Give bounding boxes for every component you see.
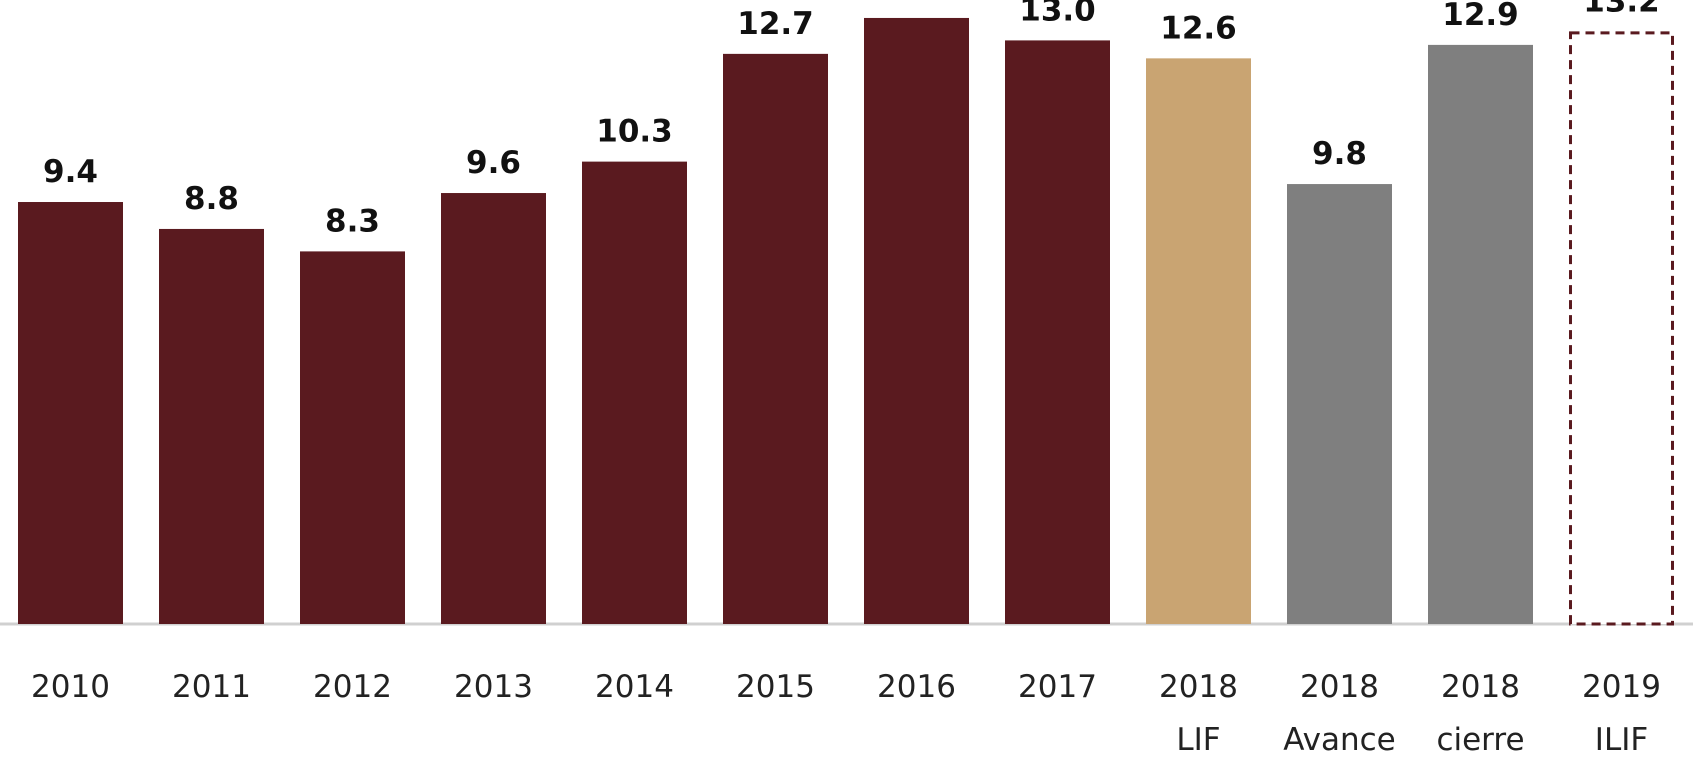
- x-tick-label-2015: 2015: [736, 669, 815, 705]
- value-labels-group: 9.4 8.8 8.3 9.6 10.3 12.7 13.5 13.0 12.6 9.8 12.9 1…: [43, 0, 1660, 239]
- bar-2015: [723, 53, 828, 625]
- value-label-2011: 8.8: [184, 181, 239, 217]
- bar-2019-ilif: [1569, 31, 1674, 626]
- x-tick-labels-group: 2010 2011 2012 2013 2014 2015 2016 2017 2018 LIF 2…: [31, 669, 1661, 758]
- value-label-2016: 13.5: [878, 0, 955, 6]
- x-tick-label-2012: 2012: [313, 669, 392, 705]
- bar-2018-lif: [1146, 58, 1251, 624]
- bar-2017: [1005, 40, 1110, 624]
- value-label-2018-avance: 9.8: [1312, 136, 1367, 172]
- bar-2012: [300, 251, 405, 624]
- x-tick-label-2018-lif: 2018: [1159, 669, 1238, 705]
- value-label-2018-cierre: 12.9: [1442, 0, 1519, 33]
- value-label-2019-ilif: 13.2: [1583, 0, 1660, 19]
- value-label-2015: 12.7: [737, 6, 814, 42]
- x-tick-label-2018-cierre-line2: cierre: [1436, 722, 1524, 758]
- x-tick-label-2019-ilif-line2: ILIF: [1595, 722, 1648, 758]
- bar-2018-avance: [1287, 184, 1392, 624]
- bar-2016: [864, 17, 969, 624]
- value-label-2017: 13.0: [1019, 0, 1096, 28]
- x-tick-label-2017: 2017: [1018, 669, 1097, 705]
- value-label-2012: 8.3: [325, 203, 380, 239]
- x-tick-label-2018-cierre: 2018: [1441, 669, 1520, 705]
- x-tick-label-2019-ilif: 2019: [1582, 669, 1661, 705]
- value-label-2018-lif: 12.6: [1160, 10, 1237, 46]
- bar-2011: [159, 228, 264, 624]
- x-tick-label-2010: 2010: [31, 669, 110, 705]
- x-tick-label-2014: 2014: [595, 669, 674, 705]
- x-tick-label-2013: 2013: [454, 669, 533, 705]
- bar-2010: [18, 202, 123, 624]
- bar-2014: [582, 161, 687, 624]
- x-tick-label-2016: 2016: [877, 669, 956, 705]
- x-tick-label-2011: 2011: [172, 669, 251, 705]
- value-label-2013: 9.6: [466, 145, 521, 181]
- bar-2018-cierre: [1428, 44, 1533, 624]
- x-tick-label-2018-avance: 2018: [1300, 669, 1379, 705]
- x-tick-label-2018-lif-line2: LIF: [1176, 722, 1220, 758]
- value-label-2014: 10.3: [596, 114, 673, 150]
- x-tick-label-2018-avance-line2: Avance: [1283, 722, 1396, 758]
- value-label-2010: 9.4: [43, 154, 98, 190]
- bars-group: [18, 17, 1674, 626]
- bar-2013: [441, 193, 546, 625]
